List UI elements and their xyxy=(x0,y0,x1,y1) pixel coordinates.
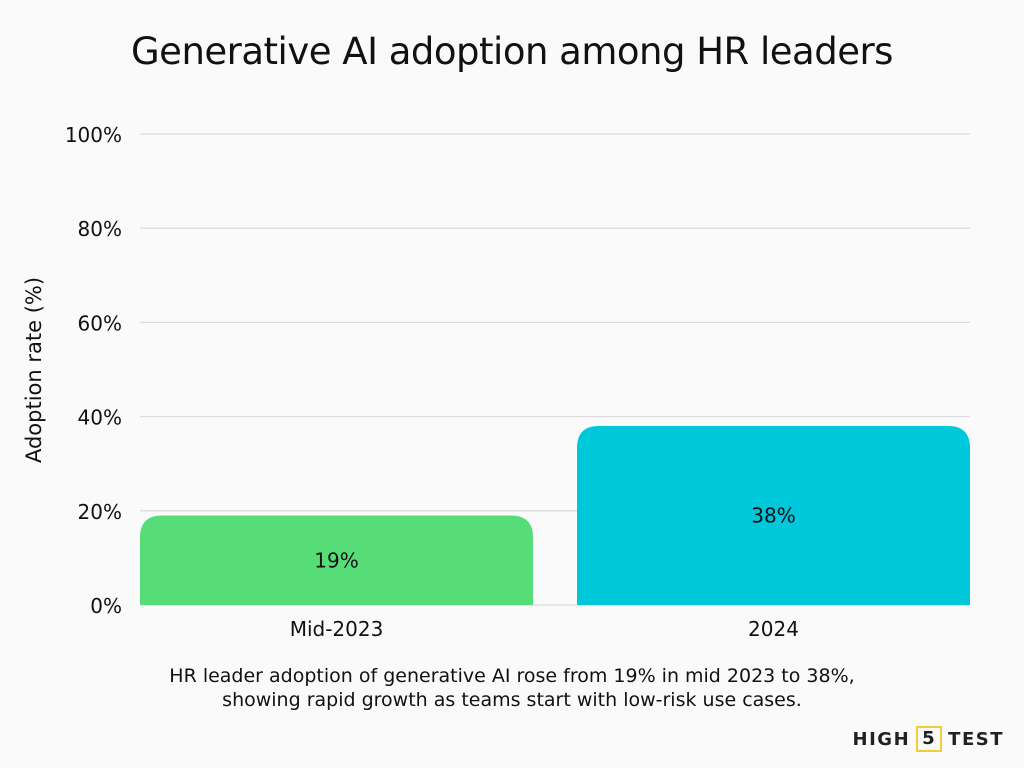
chart-caption: HR leader adoption of generative AI rose… xyxy=(0,664,1024,712)
y-tick-label: 0% xyxy=(90,594,122,618)
bar-mid-2023 xyxy=(140,515,533,605)
bars xyxy=(140,426,970,605)
y-tick-label: 20% xyxy=(78,500,122,524)
data-label: 19% xyxy=(314,548,358,572)
data-label: 38% xyxy=(751,504,795,528)
x-tick-label: Mid-2023 xyxy=(290,617,384,641)
y-tick-label: 100% xyxy=(65,123,122,147)
high5test-logo: HIGH 5 TEST xyxy=(853,726,1004,752)
labels: 0% 20% 40% 60% 80% 100% 19% Mid-2023 38% 2024 xyxy=(65,123,799,641)
logo-part-test: TEST xyxy=(948,728,1004,750)
x-tick-label: 2024 xyxy=(748,617,799,641)
bar-2024 xyxy=(577,426,970,605)
y-tick-label: 40% xyxy=(78,406,122,430)
logo-part-five: 5 xyxy=(916,726,943,752)
y-tick-label: 80% xyxy=(78,217,122,241)
logo-part-high: HIGH xyxy=(852,728,911,750)
y-tick-label: 60% xyxy=(78,311,122,335)
caption-line-2: showing rapid growth as teams start with… xyxy=(222,689,802,711)
bar-chart: 0% 20% 40% 60% 80% 100% 19% Mid-2023 38% 2024 Ado… xyxy=(22,123,970,641)
chart-title: Generative AI adoption among HR leaders xyxy=(131,30,893,73)
y-axis-label: Adoption rate (%) xyxy=(22,277,46,463)
caption-line-1: HR leader adoption of generative AI rose… xyxy=(169,665,855,687)
